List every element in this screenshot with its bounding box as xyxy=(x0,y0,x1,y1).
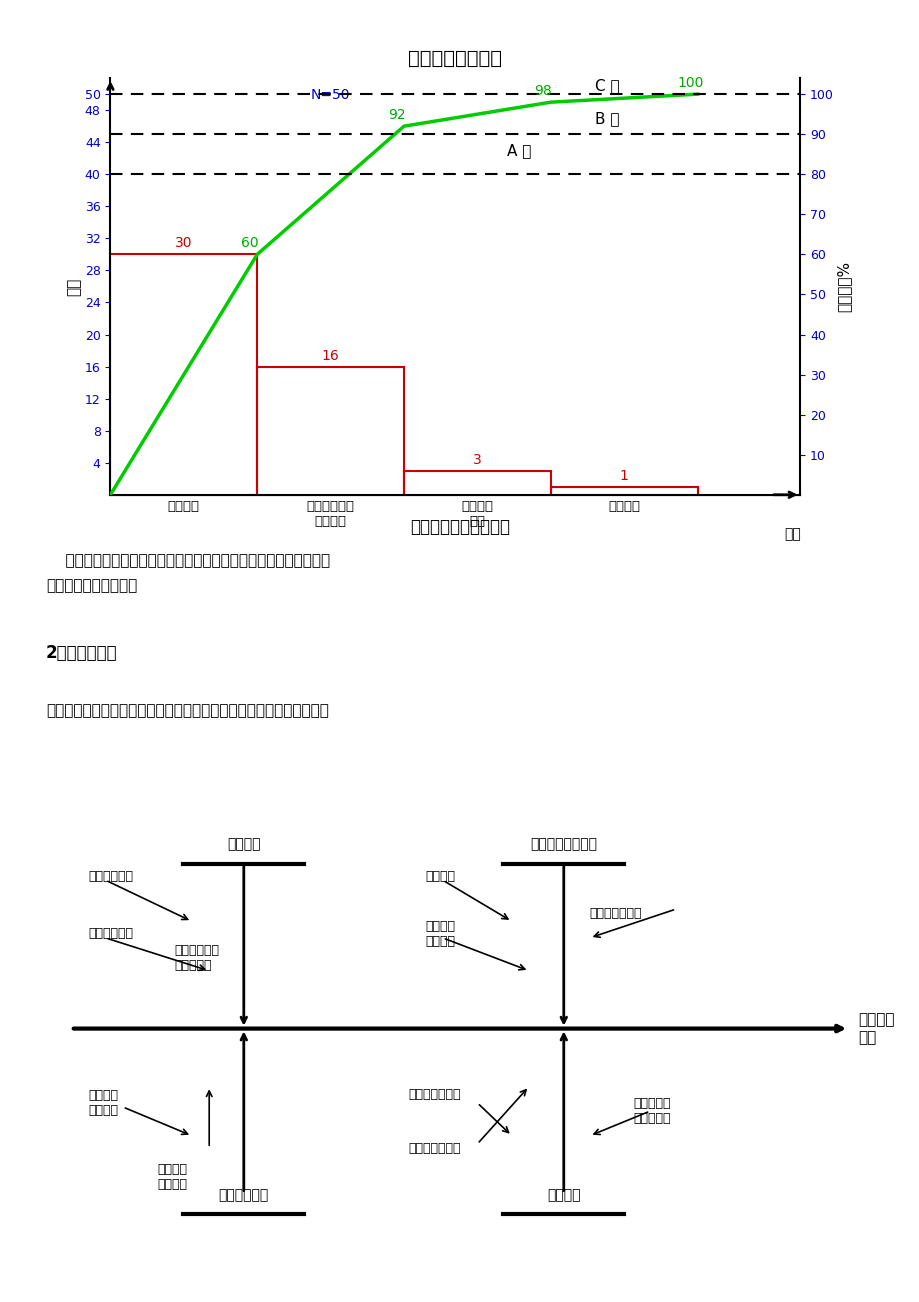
Text: 30: 30 xyxy=(175,237,192,250)
Text: 管道接口不严: 管道接口不严 xyxy=(88,927,133,940)
Y-axis label: 频数: 频数 xyxy=(67,277,82,296)
Text: 管道因老化、
腐蚀而渗漏: 管道因老化、 腐蚀而渗漏 xyxy=(175,944,220,973)
Text: 我们对供水管网漏失因素进行分析，绘制出因果分析图如下：（图二）: 我们对供水管网漏失因素进行分析，绘制出因果分析图如下：（图二） xyxy=(46,703,328,719)
Text: A 类: A 类 xyxy=(506,143,530,158)
Text: 92: 92 xyxy=(388,108,405,122)
Text: 私接乱接管线: 私接乱接管线 xyxy=(219,1187,268,1202)
Text: 3: 3 xyxy=(472,453,482,466)
Text: 盘根压盖
螺丝松动: 盘根压盖 螺丝松动 xyxy=(425,919,455,948)
Title: 漏失因素排列图：: 漏失因素排列图： xyxy=(408,49,502,68)
Text: 供水管网
漏失: 供水管网 漏失 xyxy=(857,1013,893,1044)
Text: 图一：漏失因素排列图: 图一：漏失因素排列图 xyxy=(410,518,509,536)
Text: 60: 60 xyxy=(241,237,258,250)
Text: 2、因果分析：: 2、因果分析： xyxy=(46,644,118,663)
Text: 项目: 项目 xyxy=(784,527,800,540)
Text: N=50: N=50 xyxy=(311,89,350,102)
Text: 管道爆裂: 管道爆裂 xyxy=(547,1187,580,1202)
Text: 1: 1 xyxy=(619,469,628,483)
Text: 用户单位
乱接支管: 用户单位 乱接支管 xyxy=(157,1163,187,1191)
Text: 管道长时间渗漏: 管道长时间渗漏 xyxy=(408,1088,460,1101)
Text: C 类: C 类 xyxy=(595,78,618,94)
Text: B 类: B 类 xyxy=(595,111,618,126)
Text: 98: 98 xyxy=(534,85,551,98)
Text: 焊接质量不过关: 焊接质量不过关 xyxy=(408,1142,460,1155)
Text: 100: 100 xyxy=(676,76,703,90)
Text: 管道漏水: 管道漏水 xyxy=(227,837,260,852)
Text: 私接临时
用水管线: 私接临时 用水管线 xyxy=(88,1088,118,1117)
Text: 阀门密封圈漏水: 阀门密封圈漏水 xyxy=(589,906,641,919)
Text: 使用过程中
内外力作用: 使用过程中 内外力作用 xyxy=(632,1098,670,1125)
Text: 基建施工破坏: 基建施工破坏 xyxy=(88,870,133,883)
Text: 从故障排列表可以看出，管道漏水和管道阀门、阀杆处漏水是供水
管网漏失的主要因素。: 从故障排列表可以看出，管道漏水和管道阀门、阀杆处漏水是供水 管网漏失的主要因素。 xyxy=(46,553,330,592)
Text: 盘根损坏: 盘根损坏 xyxy=(425,870,455,883)
Text: 阀门、阀杆处漏水: 阀门、阀杆处漏水 xyxy=(529,837,596,852)
Y-axis label: 累计频率%: 累计频率% xyxy=(836,260,851,312)
Text: 16: 16 xyxy=(322,349,339,362)
